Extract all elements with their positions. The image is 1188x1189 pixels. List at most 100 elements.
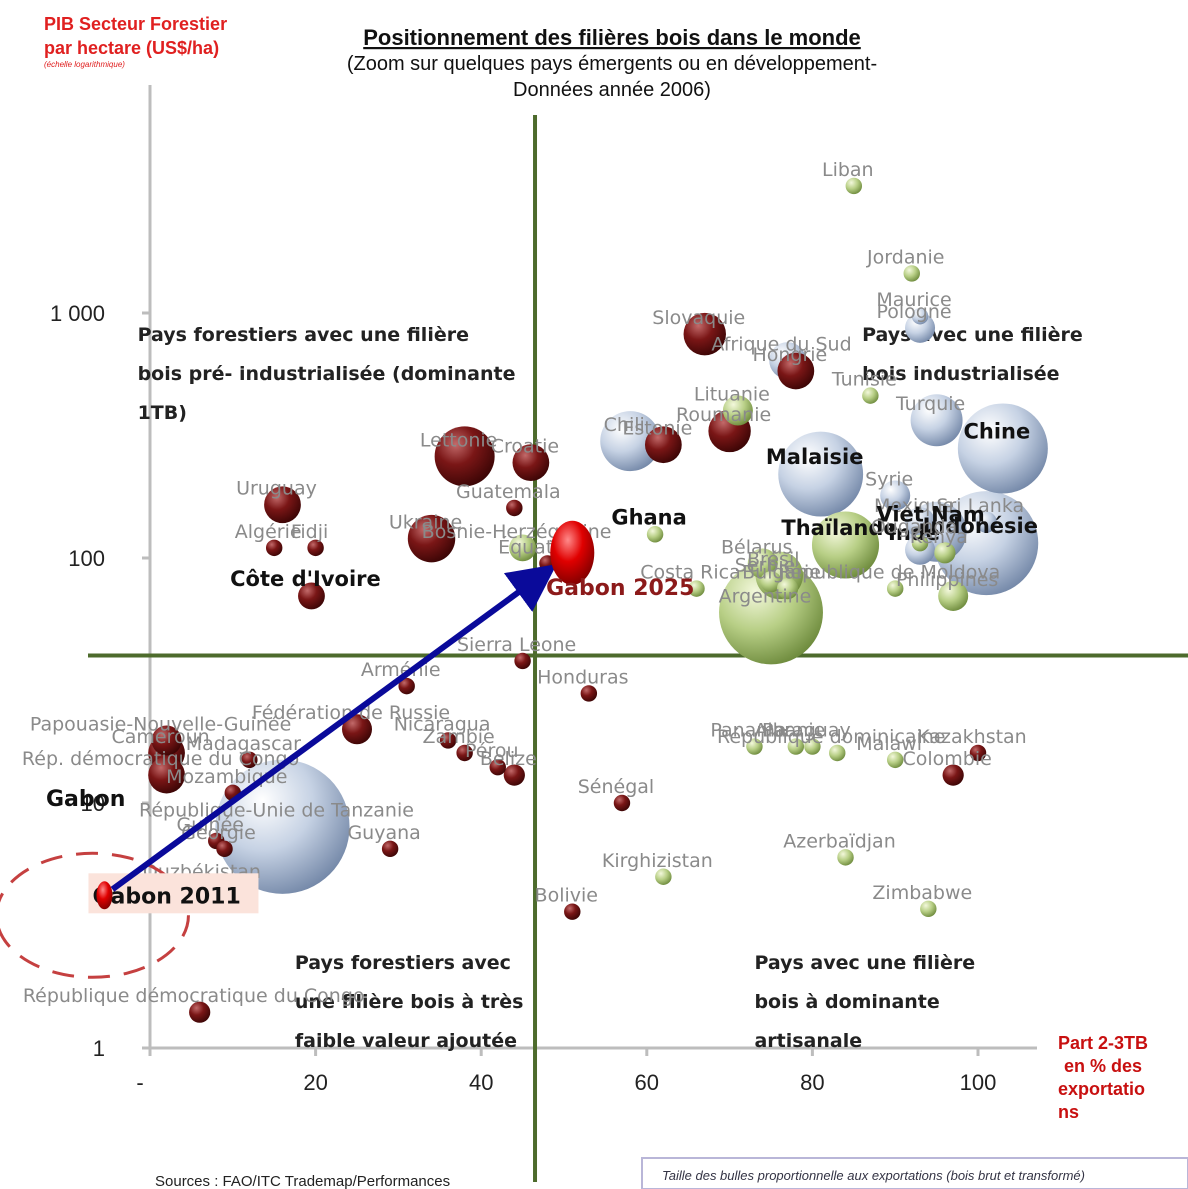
bubble [151,725,182,756]
bubble-label: Malaisie [766,445,864,469]
bubble-label: Zambie [423,726,495,748]
bubble-label: Lituanie [694,383,770,405]
bubble [804,738,821,755]
bubble [241,751,258,769]
bubble [920,900,937,918]
bubble [264,486,301,524]
bubble [747,548,778,579]
bubble [683,312,726,356]
quadrant-label: Pays forestiers avec [295,952,511,974]
bubble [969,744,987,762]
bubble-label: Ghana [611,505,686,529]
bubble-label: Rép. démocratique du Congo [22,748,299,770]
bubble [829,744,846,762]
quadrant-label: Pays forestiers avec une filière [138,324,469,346]
bubble-label: Sénégal [578,776,654,798]
bubble [215,759,350,894]
x-axis-label-line-3: exportatio [1058,1079,1145,1099]
bubble-size-note-box [641,1157,1188,1189]
bubble-label: Cameroun [111,726,209,748]
bubble [298,582,325,610]
bubble [905,507,936,538]
bubble-label: Pologne [876,301,951,323]
y-axis-label-line-2: par hectare (US$/ha) [44,38,219,58]
bubble-label: Estonie [622,418,692,440]
bubble-label: Algérie [235,521,302,543]
bubble-label: Bulgarie [742,562,821,584]
x-tick-label: 100 [960,1070,997,1095]
bubble-label: Azerbaïdjan [783,830,895,852]
gabon-axis-label: Gabon [46,787,125,812]
bubble-label: Kenya [910,526,968,548]
quadrant-label: faible valeur ajoutée [295,1030,517,1052]
bubble-label: République dominicaine [717,726,945,748]
bubble [845,177,863,195]
bubble [942,764,964,786]
bubble-label: Sierra Leone [457,634,576,656]
bubble [778,431,864,517]
bubble [760,571,782,593]
bubble [862,387,879,404]
bubble [811,511,880,579]
bubble [975,511,997,533]
quadrant-label: bois industrialisée [862,363,1059,385]
quadrant-label: 1TB) [138,402,187,424]
bubble [580,685,598,702]
bubble-label: Kirghizistan [602,850,713,872]
bubble [503,764,525,786]
bubble-label: Hongrie [752,344,827,366]
bubble [776,578,799,600]
y-tick-label: 1 [93,1036,105,1061]
gabon-2025-label: Gabon 2025 [546,576,694,601]
bubble [938,580,969,611]
bubble-label: Ouganda [871,516,957,538]
bubble-label: Albanie [754,720,825,742]
bubble-label: Kazakhstan [917,726,1026,748]
bubble [957,403,1048,494]
x-axis-label-line-2: en % des [1064,1056,1142,1076]
bubble-label: Philippines [896,569,998,591]
quadrant-label: artisanale [754,1030,862,1052]
quadrant-label: Pays avec une filière [754,952,975,974]
bubble [910,394,963,447]
bubble [456,744,473,762]
bubble-label: Panama [710,720,786,742]
bubble-label: Slovaquie [652,307,745,329]
bubble [911,534,929,552]
bubble-label: Zimbabwe [872,882,972,904]
y-tick-label: 100 [68,546,105,571]
bubble-label: Madagascar [186,733,301,755]
bubble-label: Turquie [895,393,965,415]
y-tick-label: 10 [81,791,105,816]
bubble-label: Serbie [735,555,796,577]
bubble [434,426,495,487]
bubble-label: Fidji [291,521,328,543]
bubble-label: Argentine [719,585,812,607]
bubble [506,499,523,517]
bubble-label: Viet Nam [876,503,984,527]
gabon-2011-bubble [96,881,113,910]
bubble [911,308,929,325]
bubble-label: Maurice [876,289,951,311]
bubble-label: Bolivie [535,885,598,907]
quadrant-label: bois pré- industrialisée (dominante [138,363,516,385]
x-tick-label: 40 [469,1070,493,1095]
bubble [613,794,631,812]
bubble-label: Malawi [856,733,922,755]
x-axis-label-line-1: Part 2-3TB [1058,1033,1148,1053]
bubble-label: Liban [822,159,874,181]
chart-title: Positionnement des filières bois dans le… [363,25,861,50]
bubble [512,444,550,482]
x-tick-label: 60 [635,1070,659,1095]
bubble-label: Afrique du Sud [711,333,851,355]
y-axis-label-line-1: PIB Secteur Forestier [44,14,227,34]
bubble-label: Honduras [537,666,628,688]
bubble [787,738,805,755]
bubble-label: Colombie [902,748,991,770]
chart-subtitle-line-2: Données année 2006) [513,79,711,101]
bubble-label: Croatie [491,436,559,458]
bubble [216,840,233,858]
x-tick-label: 80 [800,1070,824,1095]
bubble [398,677,415,695]
